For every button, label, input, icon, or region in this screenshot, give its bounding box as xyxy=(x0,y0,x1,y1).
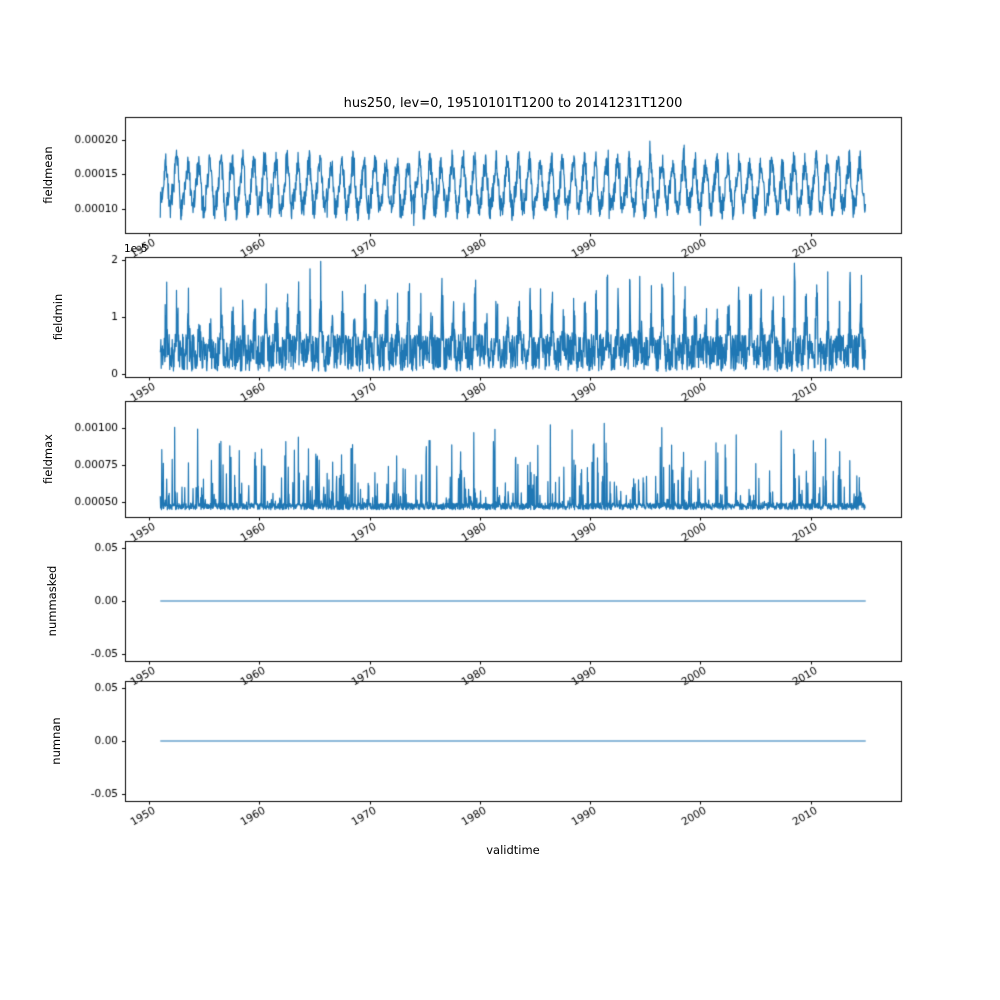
ylabel-numnan: numnan xyxy=(49,717,63,765)
x-axis-label: validtime xyxy=(486,843,540,857)
chart-title: hus250, lev=0, 19510101T1200 to 20141231… xyxy=(343,96,683,111)
ylabel-fieldmin: fieldmin xyxy=(51,293,65,341)
ylabel-nummasked: nummasked xyxy=(45,565,59,637)
y-axis-offset-text: 1e-5 xyxy=(124,243,148,255)
ylabel-fieldmean: fieldmean xyxy=(41,146,55,204)
ylabel-fieldmax: fieldmax xyxy=(41,434,55,484)
